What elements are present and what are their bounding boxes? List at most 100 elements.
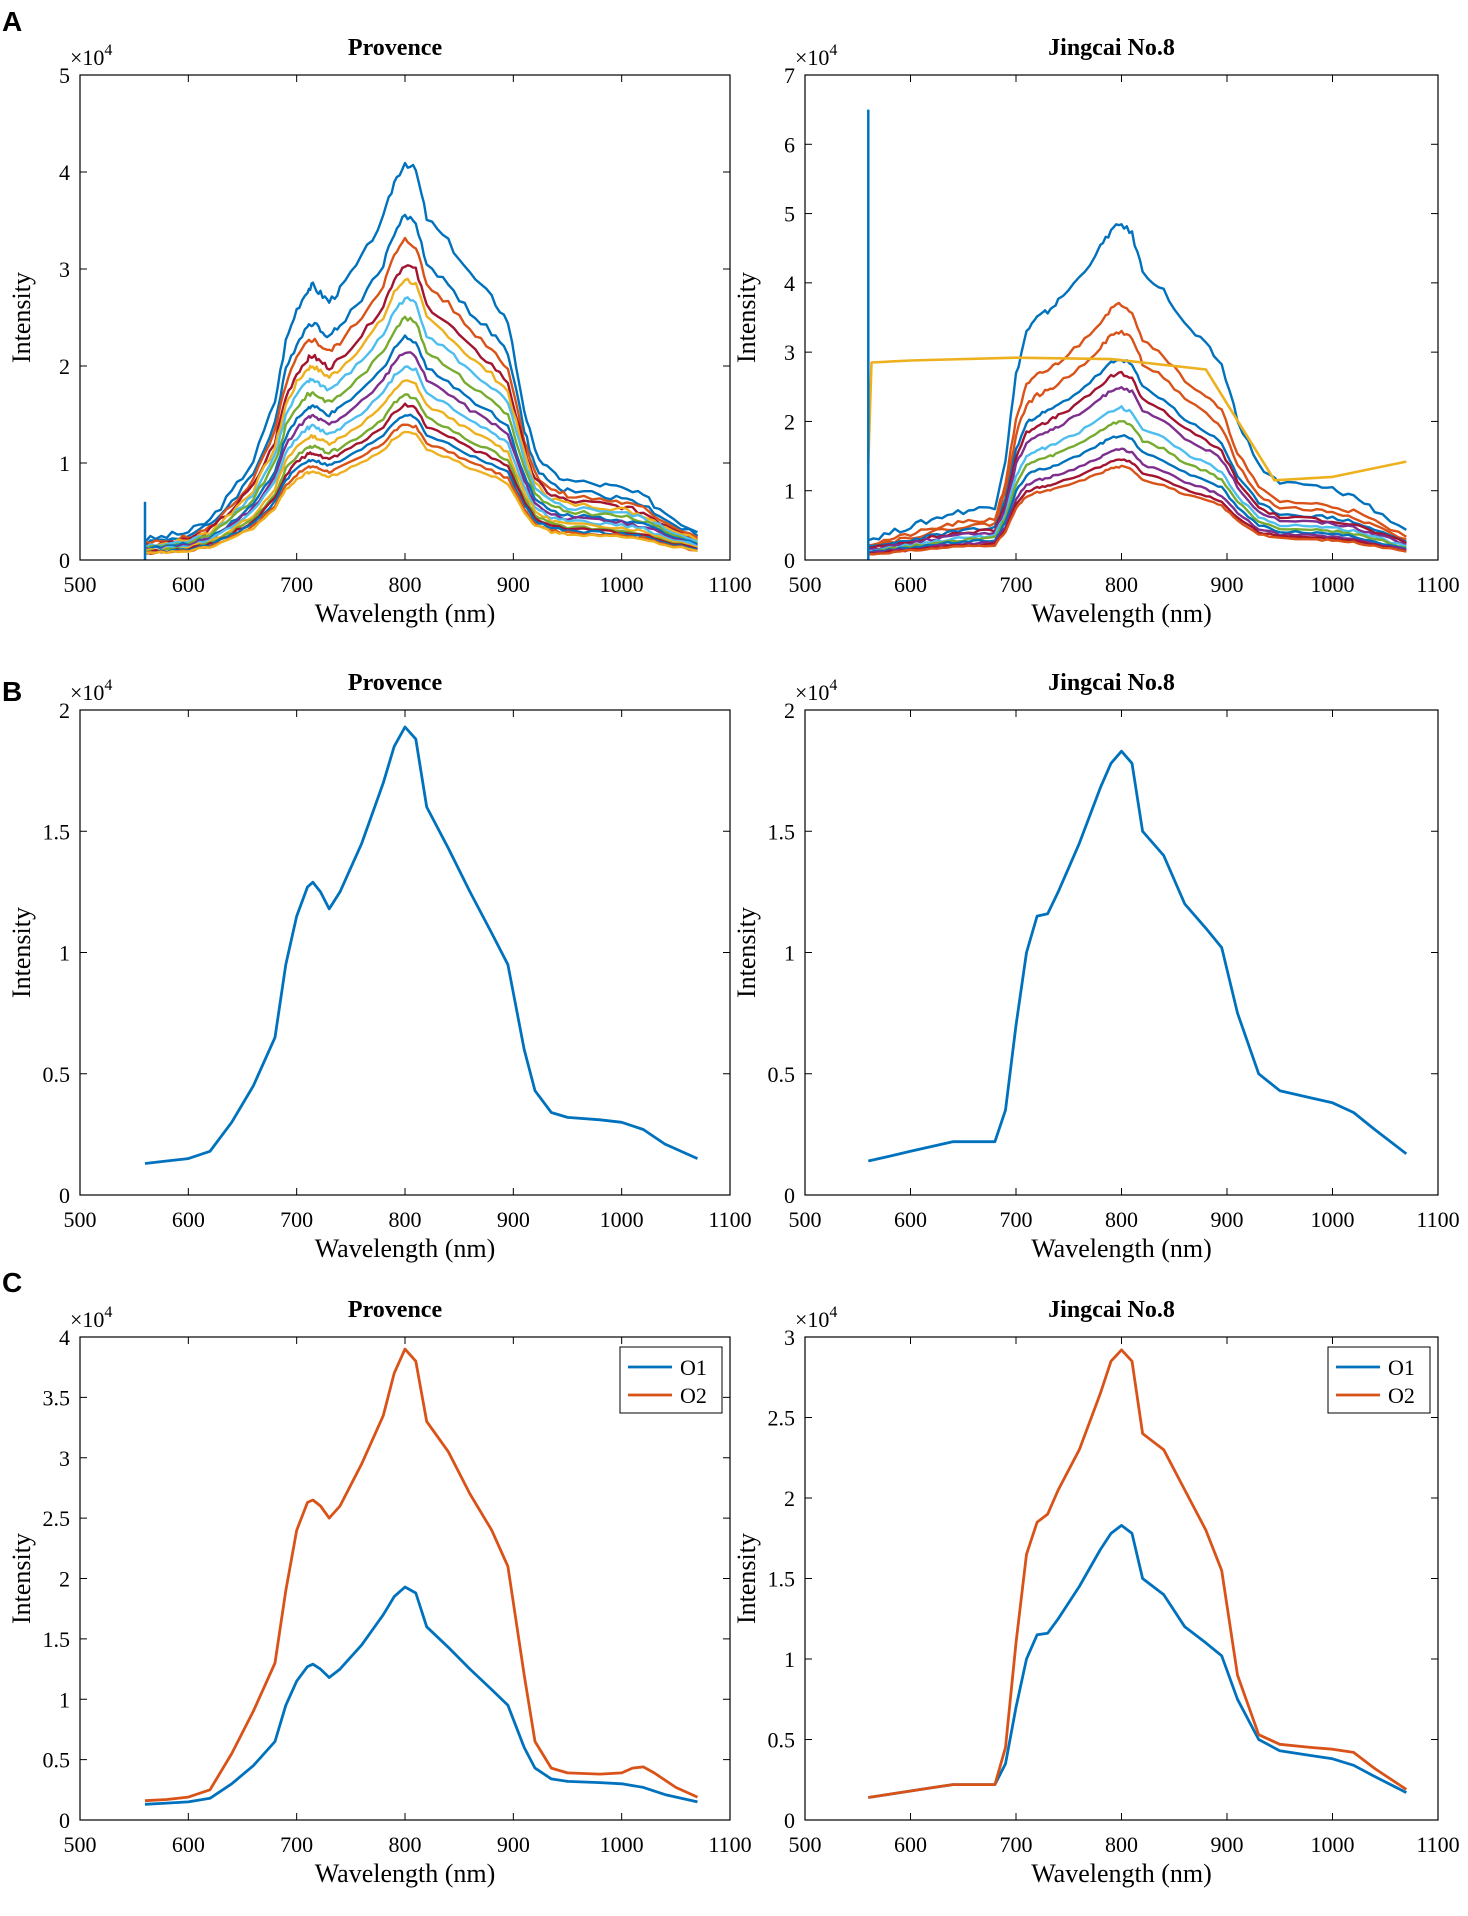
y-exponent-power: 4 (104, 1304, 112, 1321)
x-tick-label: 800 (389, 1207, 422, 1232)
y-tick-label: 1.5 (768, 1567, 796, 1592)
y-axis-label: Intensity (732, 1533, 761, 1624)
x-tick-label: 500 (64, 1832, 97, 1857)
x-tick-label: 900 (497, 572, 530, 597)
x-tick-label: 600 (172, 1207, 205, 1232)
series-line-spectrum-3 (868, 329, 1407, 550)
chart-C-jingcai: 500 600 700 800 900 1000 1100 0 0.5 1 1.5 2 2.5 3×104… (732, 1297, 1460, 1888)
y-tick-label: 1.5 (43, 819, 71, 844)
x-tick-label: 500 (64, 572, 97, 597)
chart-B-jingcai: 500 600 700 800 900 1000 1100 0 0.5 1 1.5 2×104 Jing… (732, 670, 1460, 1263)
series-line-spectrum-5 (144, 277, 699, 549)
y-exponent-base: ×10 (70, 680, 104, 705)
y-tick-label: 3 (784, 1325, 795, 1350)
y-tick-label: 1 (784, 479, 795, 504)
series-line-spectrum-2 (868, 301, 1407, 547)
legend-box (619, 1346, 723, 1414)
series-group (143, 161, 699, 560)
y-exponent-base: ×10 (70, 1307, 104, 1332)
x-tick-label: 1100 (708, 1832, 751, 1857)
y-exponent-label: ×104 (70, 42, 112, 70)
x-tick-label: 900 (497, 1207, 530, 1232)
series-line-spectrum-7 (868, 405, 1407, 553)
series-line-O2 (868, 1348, 1408, 1799)
y-tick-label: 1 (784, 941, 795, 966)
y-tick-label: 0 (59, 548, 70, 573)
x-tick-label: 1000 (1311, 1832, 1355, 1857)
y-tick-label: 2 (59, 698, 70, 723)
panel-letter-a: A (2, 6, 23, 37)
series-line-spectrum-13 (144, 402, 698, 555)
chart-title: Provence (348, 1297, 443, 1323)
series-group (867, 749, 1408, 1163)
axes-box (804, 74, 1439, 561)
x-tick-label: 700 (280, 1207, 313, 1232)
y-tick-label: 1 (59, 451, 70, 476)
y-axis-label: Intensity (732, 907, 761, 998)
y-axis-label: Intensity (7, 907, 36, 998)
x-tick-label: 500 (64, 1207, 97, 1232)
y-tick-label: 1 (784, 1647, 795, 1672)
x-tick-label: 1100 (1416, 1207, 1459, 1232)
chart-C-provence: 500 600 700 800 900 1000 1100 0 0.5 1 1.5 2 2.5 3 3.5 4… (7, 1297, 752, 1888)
x-tick-label: 900 (497, 1832, 530, 1857)
y-tick-label: 2.5 (768, 1406, 796, 1431)
series-line-mean (144, 725, 699, 1165)
y-exponent-base: ×10 (795, 45, 829, 70)
y-tick-label: 1.5 (768, 819, 796, 844)
y-tick-label: 3.5 (43, 1385, 71, 1410)
y-tick-label: 0 (784, 1808, 795, 1833)
y-exponent-label: ×104 (795, 1304, 837, 1332)
y-tick-label: 1 (59, 1687, 70, 1712)
y-tick-label: 1.5 (43, 1627, 71, 1652)
series-group (867, 109, 1407, 560)
y-tick-label: 0 (784, 548, 795, 573)
legend-label-O2: O2 (680, 1383, 707, 1408)
x-tick-label: 500 (789, 1207, 822, 1232)
series-line-spectrum-12 (144, 393, 698, 554)
x-tick-label: 1000 (1311, 572, 1355, 597)
series-line-spectrum-14 (144, 413, 698, 555)
y-tick-label: 0 (59, 1183, 70, 1208)
x-tick-label: 900 (1211, 1832, 1244, 1857)
y-tick-label: 0.5 (768, 1062, 796, 1087)
chart-title: Jingcai No.8 (1048, 1297, 1175, 1323)
y-exponent-base: ×10 (795, 680, 829, 705)
x-tick-label: 900 (1211, 1207, 1244, 1232)
x-tick-label: 500 (789, 1832, 822, 1857)
series-line-O1 (144, 1585, 698, 1806)
x-axis-label: Wavelength (nm) (315, 599, 496, 628)
legend-label-O2: O2 (1388, 1383, 1415, 1408)
y-tick-label: 4 (59, 1325, 70, 1350)
y-exponent-label: ×104 (70, 1304, 112, 1332)
axes-box (804, 709, 1439, 1196)
y-axis-label: Intensity (732, 272, 761, 363)
x-tick-label: 900 (1211, 572, 1244, 597)
y-tick-label: 2.5 (43, 1506, 71, 1531)
x-tick-label: 800 (389, 1832, 422, 1857)
y-tick-label: 4 (59, 160, 70, 185)
series-group (144, 1347, 699, 1806)
series-line-flat-trace (867, 356, 1407, 482)
y-exponent-base: ×10 (795, 1307, 829, 1332)
y-tick-label: 5 (784, 202, 795, 227)
y-axis-label: Intensity (7, 1533, 36, 1624)
y-tick-label: 2 (59, 1567, 70, 1592)
y-exponent-power: 4 (104, 677, 112, 694)
series-line-spectrum-11 (144, 379, 698, 553)
series-line-spectrum-6 (144, 296, 698, 549)
y-exponent-label: ×104 (795, 42, 837, 70)
y-tick-label: 5 (59, 63, 70, 88)
y-tick-label: 0 (784, 1183, 795, 1208)
series-group (868, 1348, 1408, 1799)
chart-title: Provence (348, 35, 443, 61)
x-axis-label: Wavelength (nm) (1031, 599, 1212, 628)
y-tick-label: 0.5 (768, 1728, 796, 1753)
series-line-spectrum-3 (144, 236, 699, 545)
x-tick-label: 600 (172, 572, 205, 597)
series-line-O2 (144, 1347, 699, 1803)
legend-label-O1: O1 (1388, 1355, 1415, 1380)
